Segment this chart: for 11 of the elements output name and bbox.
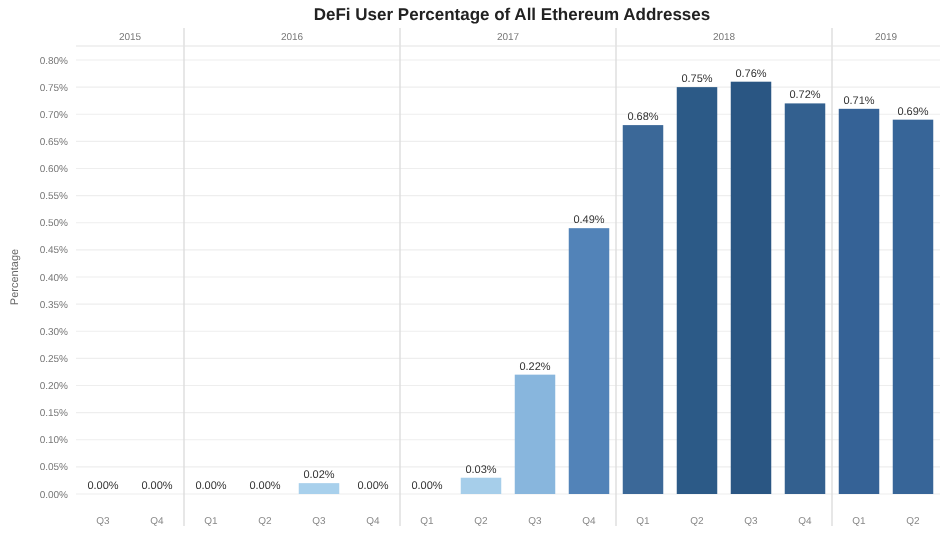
- bar: [784, 103, 826, 494]
- bar: [622, 125, 664, 494]
- bar: [568, 228, 610, 494]
- bar: [460, 477, 502, 494]
- bar: [514, 374, 556, 494]
- bar: [892, 119, 934, 494]
- bar: [298, 483, 340, 494]
- bar: [730, 81, 772, 494]
- bar: [676, 87, 718, 494]
- bar: [838, 108, 880, 494]
- chart-title: DeFi User Percentage of All Ethereum Addresses: [313, 4, 711, 24]
